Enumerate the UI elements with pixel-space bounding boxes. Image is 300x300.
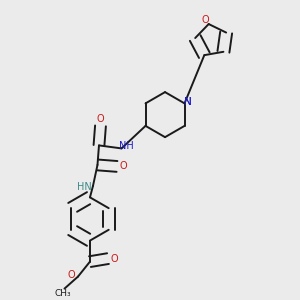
Text: O: O xyxy=(111,254,119,264)
Text: O: O xyxy=(68,270,75,280)
Text: NH: NH xyxy=(118,141,134,151)
Text: HN: HN xyxy=(77,182,92,192)
Text: O: O xyxy=(120,161,128,171)
Text: CH₃: CH₃ xyxy=(55,289,71,298)
Text: O: O xyxy=(97,114,104,124)
Text: N: N xyxy=(184,97,192,107)
Text: O: O xyxy=(202,14,209,25)
Text: N: N xyxy=(184,97,192,107)
